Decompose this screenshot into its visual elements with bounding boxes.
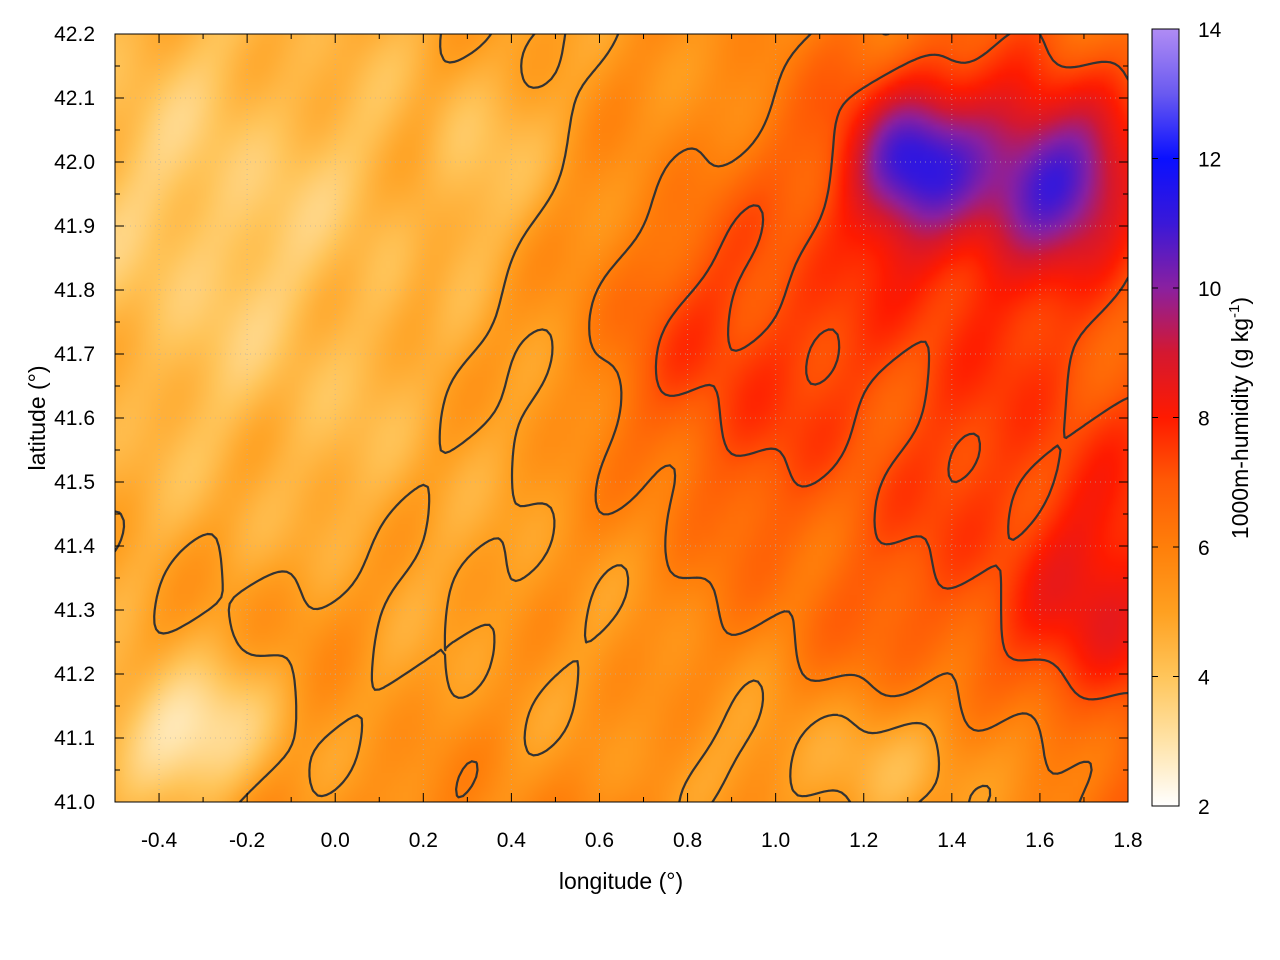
y-tick-label: 41.1 bbox=[54, 727, 95, 750]
colorbar-title-main: 1000m-humidity (g kg bbox=[1227, 318, 1253, 539]
x-axis-title: longitude (°) bbox=[559, 868, 683, 894]
x-tick-label: 1.4 bbox=[937, 829, 967, 852]
colorbar: 2 4 6 8 10 12 14 1000m-humidity (g kg-1) bbox=[1151, 19, 1253, 819]
colorbar-tick-label: 10 bbox=[1198, 278, 1221, 301]
x-tick-label: 0.2 bbox=[409, 829, 438, 852]
colorbar-tick-labels: 2 4 6 8 10 12 14 bbox=[1198, 19, 1222, 819]
x-tick-label: 0.0 bbox=[321, 829, 350, 852]
x-tick-label: 1.6 bbox=[1025, 829, 1054, 852]
y-tick-label: 41.0 bbox=[54, 791, 95, 814]
colorbar-tick-label: 6 bbox=[1198, 537, 1210, 560]
humidity-contours bbox=[115, 34, 1128, 802]
colorbar-title-exponent: -1 bbox=[1226, 305, 1243, 318]
contour-line-1 bbox=[455, 34, 1093, 802]
x-tick-label: 1.2 bbox=[849, 829, 878, 852]
contour-line-0 bbox=[115, 34, 992, 802]
plot-area: -0.4 -0.2 0.0 0.2 0.4 0.6 0.8 1.0 1.2 1.4 1.6 1.8 4… bbox=[54, 23, 1142, 852]
x-tick-labels: -0.4 -0.2 0.0 0.2 0.4 0.6 0.8 1.0 1.2 1.4 1.6 1.8 bbox=[141, 829, 1143, 852]
x-tick-label: 1.8 bbox=[1113, 829, 1142, 852]
y-tick-label: 41.8 bbox=[54, 279, 95, 302]
colorbar-tick-label: 8 bbox=[1198, 408, 1210, 431]
y-axis-title: latitude (°) bbox=[24, 365, 50, 470]
x-tick-label: 0.6 bbox=[585, 829, 614, 852]
colorbar-tick-label: 14 bbox=[1198, 19, 1222, 42]
y-tick-label: 41.3 bbox=[54, 599, 95, 622]
x-tick-label: -0.4 bbox=[141, 829, 178, 852]
x-tick-label: 1.0 bbox=[761, 829, 790, 852]
colorbar-tick-label: 4 bbox=[1198, 667, 1210, 690]
x-tick-label: 0.8 bbox=[673, 829, 702, 852]
y-tick-labels: 41.0 41.1 41.2 41.3 41.4 41.5 41.6 41.7 41.8 41.9… bbox=[54, 23, 95, 814]
colorbar-title-end: ) bbox=[1227, 297, 1253, 305]
x-tick-label: 0.4 bbox=[497, 829, 527, 852]
colorbar-title: 1000m-humidity (g kg-1) bbox=[1226, 297, 1253, 539]
colorbar-ticks bbox=[1152, 28, 1179, 807]
y-tick-label: 41.2 bbox=[54, 663, 95, 686]
x-tick-label: -0.2 bbox=[229, 829, 265, 852]
axis-ticks bbox=[114, 33, 1129, 803]
contour-line-2 bbox=[654, 34, 1128, 701]
colorbar-tick-label: 12 bbox=[1198, 149, 1221, 172]
y-tick-label: 41.7 bbox=[54, 343, 95, 366]
y-tick-label: 41.6 bbox=[54, 407, 95, 430]
colorbar-tick-label: 2 bbox=[1198, 796, 1210, 819]
y-tick-label: 41.9 bbox=[54, 215, 95, 238]
y-tick-label: 42.1 bbox=[54, 87, 95, 110]
y-tick-label: 42.0 bbox=[54, 151, 95, 174]
humidity-heatmap bbox=[115, 34, 1128, 802]
y-tick-label: 41.4 bbox=[54, 535, 95, 558]
y-tick-label: 42.2 bbox=[54, 23, 95, 46]
y-tick-label: 41.5 bbox=[54, 471, 95, 494]
